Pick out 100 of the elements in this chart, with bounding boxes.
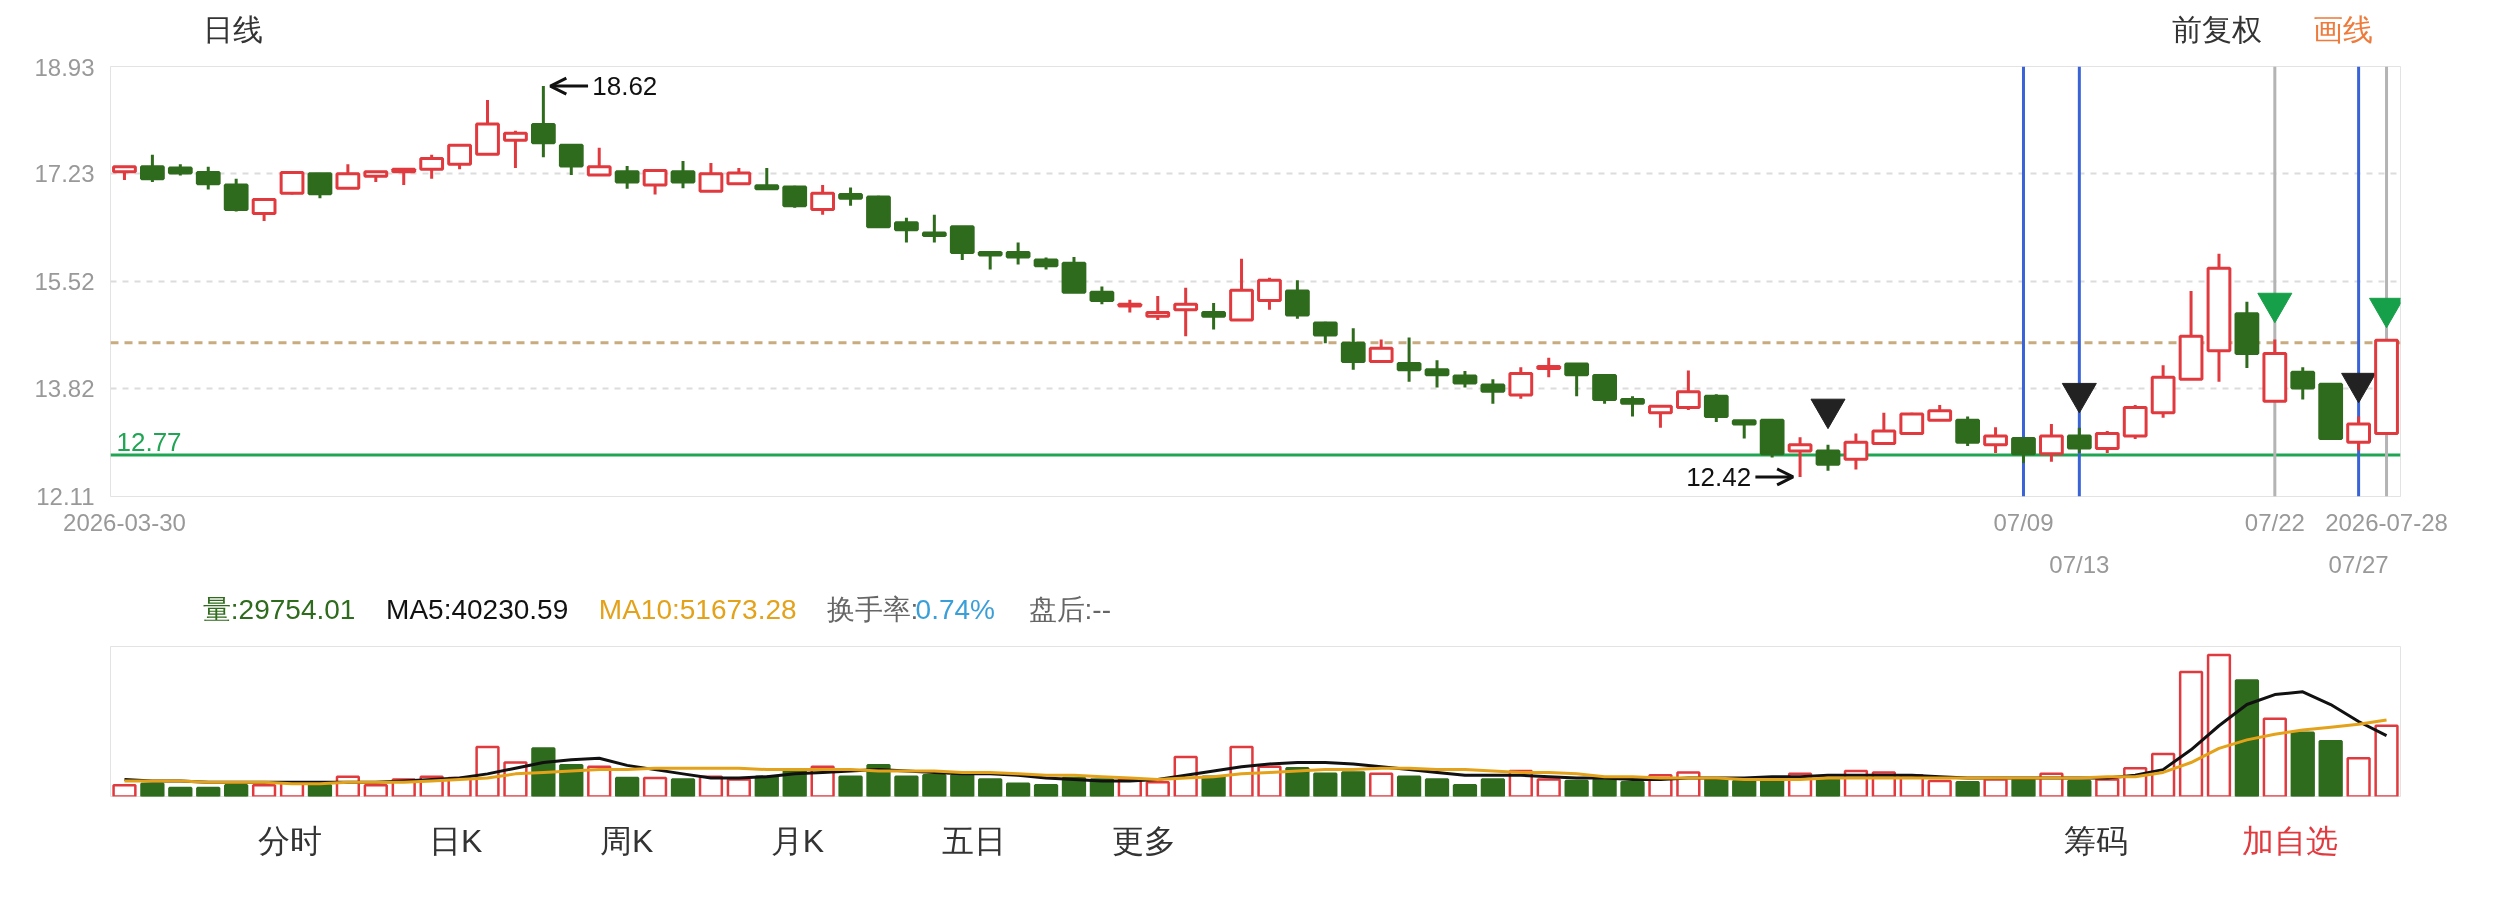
y-tick-label: 13.82 [34,375,95,403]
text: 周K [599,822,654,859]
candlestick [1871,412,1897,446]
text: MA10:51673.28 [598,594,797,625]
candlestick [1257,277,1282,310]
candlestick [894,216,919,243]
candlestick [754,168,780,191]
y-tick-label: 12.11 [36,483,95,510]
bar [950,774,975,797]
candlestick [558,143,584,175]
bar [1424,778,1450,797]
candlestick [1536,356,1562,378]
candlestick [1899,412,1925,435]
bar [1341,771,1366,797]
bar [2206,653,2232,797]
bar [1396,775,1422,797]
candlestick [1424,360,1450,388]
candlestick [698,162,724,193]
text: MA5:40230.59 [386,594,569,625]
bar [1452,783,1478,797]
bar [2290,731,2315,797]
bar [615,776,640,797]
candlestick [2346,416,2371,451]
bar [251,783,277,797]
candlestick [503,129,528,169]
text: 加自选 [2241,822,2338,859]
candlestick [1592,373,1617,404]
bar [1564,779,1589,797]
y-tick-label: 15.52 [34,268,95,295]
ref-line-label: 12.77 [116,426,182,457]
chart-title: 日线 [202,13,263,46]
bar [2346,757,2371,797]
candlestick [614,166,640,189]
bar [2318,740,2343,797]
bar [1257,765,1282,797]
bar [2178,670,2204,797]
bar [1592,778,1617,797]
bar [1620,781,1645,797]
x-tick-label: 07/27 [2328,550,2389,578]
bar [642,776,668,797]
candlestick [670,161,696,190]
bar [1201,775,1226,797]
bar [894,775,919,797]
candlestick [921,214,947,243]
x-tick-label: 07/09 [1993,508,2054,536]
text: 日K [429,822,483,859]
candlestick [1173,286,1199,337]
text: 量:29754.01 [202,594,356,625]
text: 更多 [1112,822,1177,859]
text: 前复权 [2171,13,2262,46]
bar [1955,781,1980,797]
candlestick [1983,427,2008,453]
bar [1536,778,1561,797]
bar [978,778,1003,797]
bar [2095,778,2120,797]
candlestick [1843,433,1869,470]
bar [1732,779,1757,797]
bar [1369,772,1394,797]
candlestick [642,169,668,195]
bar [922,774,947,797]
candlestick [2290,367,2316,400]
candlestick [1703,394,1729,423]
candlestick [2094,430,2120,453]
bar [670,778,696,797]
candlestick [140,153,165,182]
point [2341,372,2377,404]
candlestick [419,153,445,179]
candlestick [1005,242,1031,265]
candlestick [1955,416,1981,447]
candlestick [1648,404,1673,428]
bar [140,782,165,797]
bar [363,783,388,797]
text: 筹码 [2063,822,2128,859]
text: 画线 [2312,13,2373,46]
bar [1480,778,1506,797]
bar [112,783,137,797]
candlestick [1368,339,1394,364]
x-tick-label: 07/13 [2049,550,2110,578]
text: 盘后:-- [1028,594,1112,625]
candlestick [251,198,277,221]
bar [726,778,751,797]
y-tick-label: 18.93 [34,53,95,81]
bar [196,786,221,797]
candlestick [195,166,221,190]
candlestick [279,170,305,195]
x-tick-label: 2026-07-28 [2325,508,2448,536]
annotation: 12.42 [1686,461,1752,492]
x-tick-label: 2026-03-30 [63,508,186,536]
bar [2374,724,2399,797]
candlestick [1340,328,1366,370]
text: 月K [770,822,825,859]
candlestick [530,86,556,158]
bar [2067,779,2092,797]
bar [1005,782,1031,797]
candlestick [1815,443,1841,471]
text: 分时 [258,822,323,859]
candlestick [2039,423,2064,462]
candlestick [307,172,333,199]
candlestick [810,185,836,215]
y-tick-label: 17.23 [34,160,95,188]
